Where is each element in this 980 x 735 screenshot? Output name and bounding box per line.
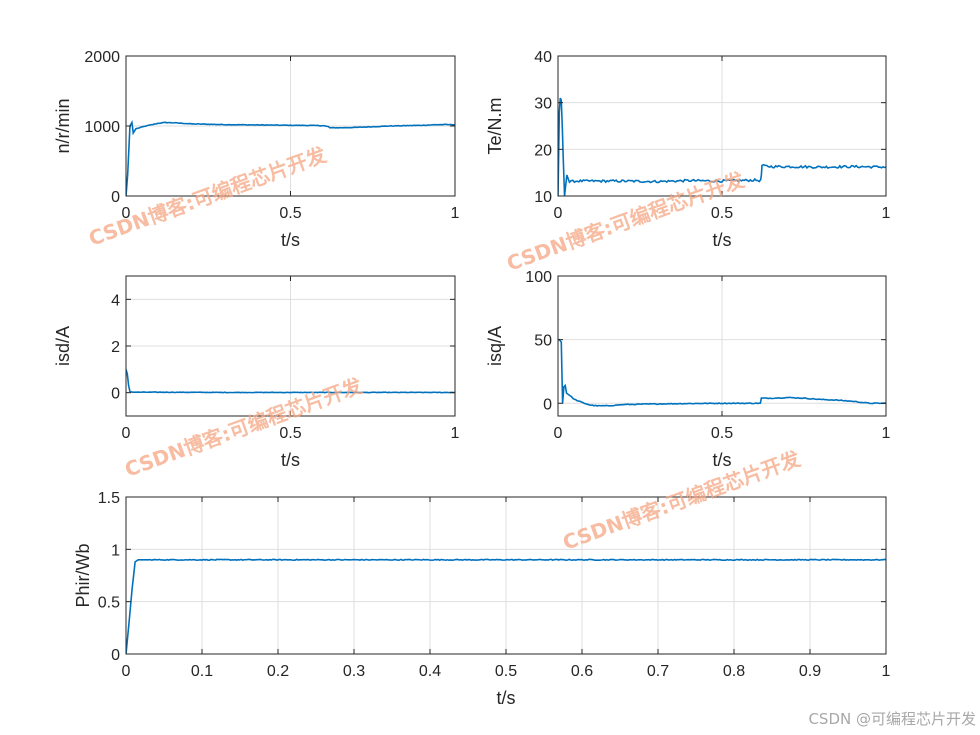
y-tick-label: 2000 [84,49,120,66]
x-tick-label: 0 [122,663,131,680]
y-axis-label: n/r/min [53,98,73,153]
x-tick-label: 0 [554,205,563,222]
x-tick-label: 0.8 [723,663,745,680]
x-tick-label: 0.3 [343,663,365,680]
series-line-2-1 [558,97,886,196]
x-tick-label: 0.7 [647,663,669,680]
x-tick-label: 0.5 [711,205,733,222]
y-tick-label: 1 [111,542,120,559]
y-axis-label: Te/N.m [485,97,505,154]
x-tick-label: 1 [882,663,891,680]
y-tick-label: 2 [111,339,120,356]
y-tick-label: 100 [525,269,552,286]
x-tick-label: 0.5 [495,663,517,680]
y-axis-label: Phir/Wb [73,543,93,607]
x-axis-label: t/s [281,450,300,470]
y-tick-label: 20 [534,142,552,159]
subplot-3: 0 0.5 1 0 2 4 t/s isd/A [53,275,460,470]
y-tick-label: 0 [111,189,120,206]
y-axis-label: isq/A [485,326,505,366]
x-tick-label: 0.5 [279,205,301,222]
x-tick-label: 0.5 [711,425,733,442]
y-tick-label: 0 [111,647,120,664]
x-tick-label: 0 [122,425,131,442]
x-tick-label: 1 [451,425,460,442]
x-axis-label: t/s [712,450,731,470]
y-tick-label: 30 [534,96,552,113]
series-line-5-1 [126,558,886,654]
x-axis-label: t/s [712,230,731,250]
x-tick-label: 1 [451,205,460,222]
x-tick-label: 0 [122,205,131,222]
x-tick-label: 0.1 [191,663,213,680]
x-tick-label: 0.9 [799,663,821,680]
x-tick-label: 0.4 [419,663,441,680]
y-tick-label: 1.5 [98,490,120,507]
x-axis-label: t/s [496,688,515,708]
y-tick-label: 0 [543,396,552,413]
y-tick-label: 50 [534,333,552,350]
series-line-1-1 [126,119,455,196]
y-tick-label: 0 [111,386,120,403]
subplot-2: 0 0.5 1 10 20 30 40 t/s Te/N.m [485,49,891,250]
x-tick-label: 1 [882,425,891,442]
subplot-4: 0 0.5 1 0 50 100 t/s isq/A [485,269,891,470]
y-tick-label: 40 [534,49,552,66]
y-tick-label: 1000 [84,119,120,136]
series-line-3-1 [126,369,455,394]
y-tick-label: 10 [534,189,552,206]
x-tick-label: 0.5 [279,425,301,442]
subplot-5: 0 0.1 0.2 0.3 0.4 0.5 0.6 0.7 0.8 0.9 1 0 0.5 1 1.5 t/s… [73,490,891,708]
x-tick-label: 1 [882,205,891,222]
footer-credit: CSDN @可编程芯片开发 [808,710,976,728]
series-line-4-1 [558,338,886,407]
y-tick-label: 0.5 [98,595,120,612]
x-tick-label: 0.2 [267,663,289,680]
x-tick-label: 0 [554,425,563,442]
subplot-1: 0 0.5 1 0 1000 2000 t/s n/r/min [53,49,460,250]
x-tick-label: 0.6 [571,663,593,680]
y-axis-label: isd/A [53,326,73,366]
y-tick-label: 4 [111,292,120,309]
x-axis-label: t/s [281,230,300,250]
